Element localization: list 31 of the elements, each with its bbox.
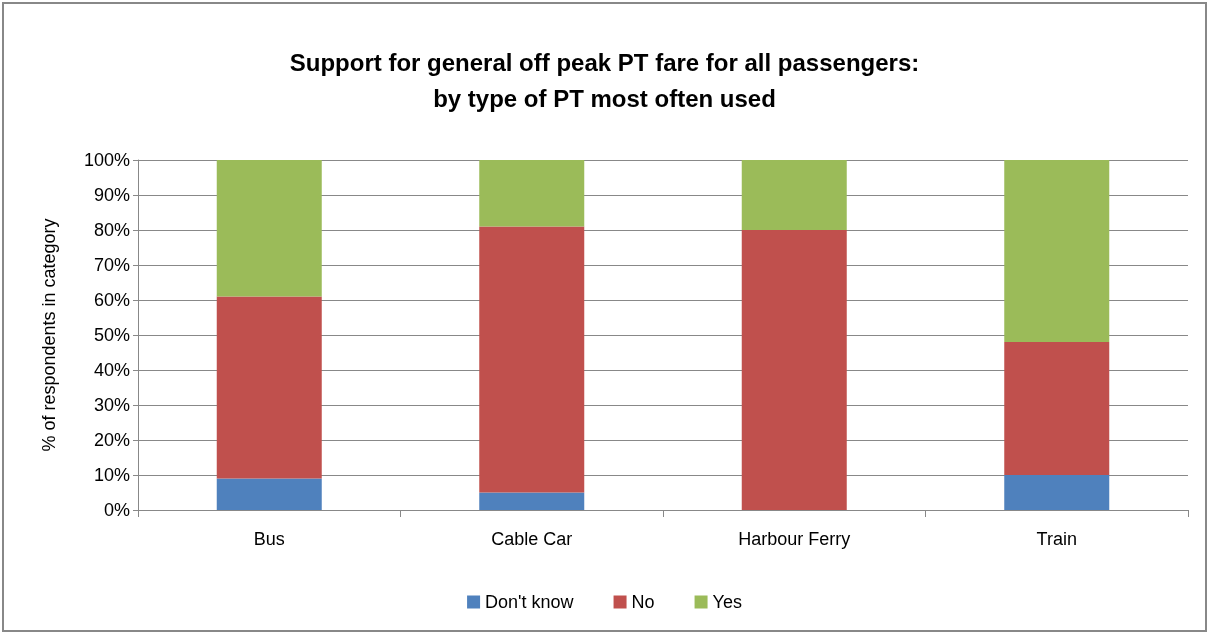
y-tick-label: 100% bbox=[83, 150, 130, 170]
legend-label: Don't know bbox=[485, 592, 575, 612]
bar bbox=[479, 226, 585, 493]
bar bbox=[741, 160, 847, 230]
x-tick-label: Harbour Ferry bbox=[738, 529, 851, 549]
y-tick-label: 50% bbox=[93, 325, 130, 345]
y-tick-label: 30% bbox=[93, 395, 130, 415]
bar bbox=[479, 160, 585, 227]
bar bbox=[1004, 160, 1110, 342]
y-tick-label: 60% bbox=[93, 290, 130, 310]
y-tick-label: 90% bbox=[93, 185, 130, 205]
bar bbox=[1004, 342, 1110, 475]
bar bbox=[216, 160, 322, 297]
y-tick-label: 10% bbox=[93, 465, 130, 485]
y-tick-label: 70% bbox=[93, 255, 130, 275]
chart-title: Support for general off peak PT fare for all passengers: by type of PT most often used bbox=[289, 48, 920, 112]
y-axis-title: % of respondents in category bbox=[39, 218, 59, 452]
y-tick-label: 40% bbox=[93, 360, 130, 380]
x-tick-label: Bus bbox=[253, 529, 285, 549]
y-tick-label: 0% bbox=[103, 500, 130, 520]
bar bbox=[741, 230, 847, 510]
y-tick-label: 80% bbox=[93, 220, 130, 240]
x-tick-label: Train bbox=[1036, 529, 1077, 549]
bar bbox=[479, 492, 585, 510]
legend-label: No bbox=[631, 592, 655, 612]
bar bbox=[216, 478, 322, 510]
y-tick-label: 20% bbox=[93, 430, 130, 450]
legend-label: Yes bbox=[712, 592, 742, 612]
bar bbox=[1004, 475, 1110, 510]
bar bbox=[216, 296, 322, 479]
x-tick-label: Cable Car bbox=[491, 529, 573, 549]
